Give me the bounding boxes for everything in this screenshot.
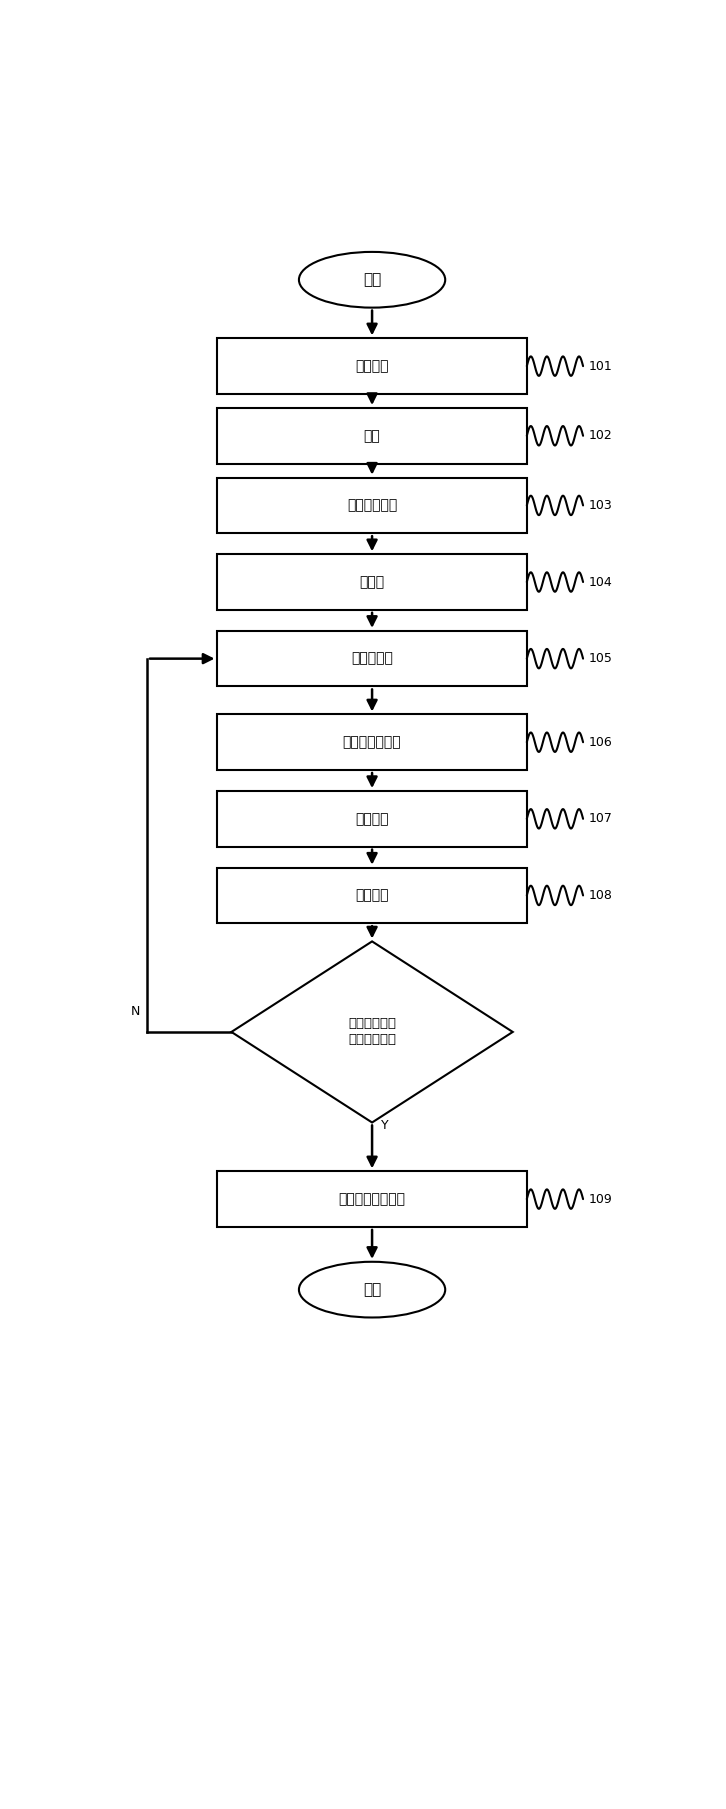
Text: 去噪: 去噪 bbox=[364, 429, 380, 443]
Text: 104: 104 bbox=[589, 575, 613, 588]
Text: Y: Y bbox=[380, 1118, 388, 1132]
Text: 开始: 开始 bbox=[363, 273, 381, 288]
Bar bbox=[217, 1170, 527, 1227]
Text: 特征提取: 特征提取 bbox=[355, 812, 389, 827]
Text: 粗分割: 粗分割 bbox=[359, 575, 385, 590]
Text: 102: 102 bbox=[589, 429, 613, 441]
Text: 白细胞检出: 白细胞检出 bbox=[351, 651, 393, 666]
Text: 101: 101 bbox=[589, 360, 613, 373]
Ellipse shape bbox=[299, 251, 445, 308]
Bar bbox=[217, 407, 527, 463]
Text: 103: 103 bbox=[589, 499, 613, 512]
Text: 107: 107 bbox=[589, 812, 613, 825]
Text: 106: 106 bbox=[589, 736, 613, 749]
Bar bbox=[217, 554, 527, 610]
Text: 105: 105 bbox=[589, 651, 613, 666]
Text: N: N bbox=[131, 1004, 140, 1017]
Polygon shape bbox=[232, 941, 513, 1122]
Bar bbox=[217, 715, 527, 771]
Bar bbox=[217, 868, 527, 923]
Text: 109: 109 bbox=[589, 1192, 613, 1205]
Text: 结束: 结束 bbox=[363, 1283, 381, 1297]
Text: 载入图像: 载入图像 bbox=[355, 360, 389, 373]
Text: 108: 108 bbox=[589, 888, 613, 903]
Text: 兴趣区域细分割: 兴趣区域细分割 bbox=[343, 734, 401, 749]
Bar bbox=[217, 791, 527, 847]
Text: 识别分类: 识别分类 bbox=[355, 888, 389, 903]
Text: 是否所有白细
胞处理完毕？: 是否所有白细 胞处理完毕？ bbox=[348, 1017, 396, 1046]
Text: 色彩空间转换: 色彩空间转换 bbox=[347, 499, 397, 512]
Ellipse shape bbox=[299, 1263, 445, 1317]
Bar bbox=[217, 631, 527, 686]
Bar bbox=[217, 338, 527, 394]
Text: 显示打印统计结果: 显示打印统计结果 bbox=[338, 1192, 406, 1207]
Bar bbox=[217, 478, 527, 534]
